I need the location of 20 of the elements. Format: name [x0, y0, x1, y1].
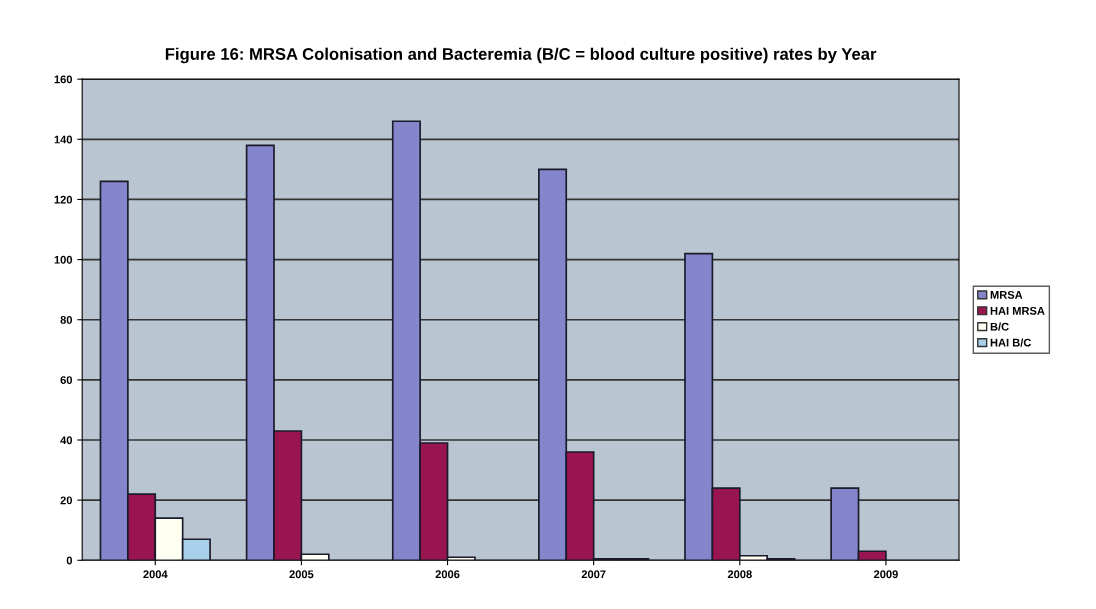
x-tick-label: 2006 — [435, 570, 460, 579]
y-tick-label: 40 — [60, 436, 73, 445]
legend-label: HAI B/C — [990, 338, 1032, 347]
x-tick-label: 2009 — [873, 570, 898, 579]
y-tick-label: 80 — [60, 315, 73, 324]
y-tick-label: 0 — [66, 556, 73, 565]
x-tick-label: 2005 — [289, 570, 314, 579]
y-tick-label: 60 — [60, 376, 73, 384]
chart-title: Figure 16: MRSA Colonisation and Bacteremia (B/C = blood culture positive) rates by Year — [165, 47, 877, 64]
x-tick-label: 2004 — [143, 570, 168, 579]
x-tick-label: 2007 — [581, 570, 606, 579]
legend-label: MRSA — [990, 290, 1023, 299]
y-tick-label: 20 — [60, 496, 73, 505]
y-tick-label: 140 — [54, 135, 73, 144]
y-tick-label: 160 — [54, 75, 73, 84]
x-tick-label: 2008 — [727, 570, 752, 579]
legend-label: B/C — [990, 322, 1009, 331]
y-tick-label: 120 — [54, 195, 73, 204]
y-tick-label: 100 — [54, 255, 73, 264]
legend-label: HAI MRSA — [990, 306, 1045, 315]
